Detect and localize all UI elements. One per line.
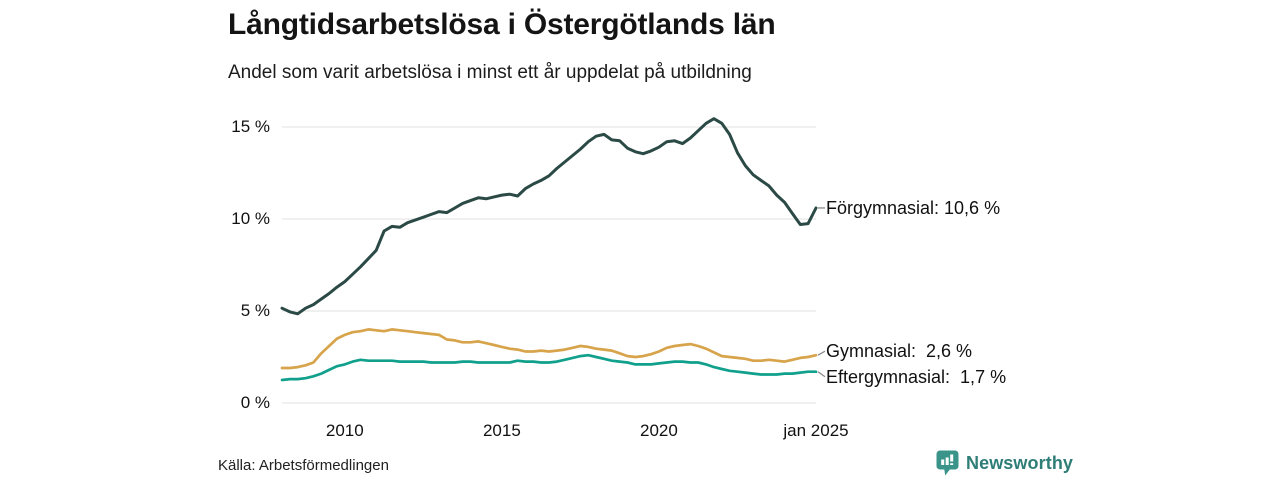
x-axis-tick-2020: 2020 bbox=[640, 421, 678, 440]
y-axis-tick-15: 15 % bbox=[231, 117, 270, 136]
label-leader-gymnasial bbox=[817, 350, 826, 356]
newsworthy-logo-text: Newsworthy bbox=[966, 453, 1074, 473]
newsworthy-logo[interactable]: Newsworthy bbox=[936, 450, 1073, 477]
series-label-eftergymnasial: Eftergymnasial: 1,7 % bbox=[826, 366, 1007, 387]
chart-subtitle: Andel som varit arbetslösa i minst ett å… bbox=[228, 62, 752, 83]
series-line-förgymnasial bbox=[280, 117, 818, 316]
series-line-eftergymnasial bbox=[280, 353, 818, 382]
bar-chart-speech-bubble-icon bbox=[936, 450, 959, 476]
x-axis-tick-2010: 2010 bbox=[325, 421, 364, 440]
x-axis-tick-jan2025: jan 2025 bbox=[783, 421, 849, 440]
y-axis-tick-5: 5 % bbox=[240, 301, 270, 320]
y-axis-tick-10: 10 % bbox=[231, 209, 270, 228]
chart-title: Långtidsarbetslösa i Östergötlands län bbox=[228, 8, 776, 41]
series-line-gymnasial bbox=[280, 328, 818, 370]
source-note: Källa: Arbetsförmedlingen bbox=[218, 457, 389, 474]
x-axis-tick-2015: 2015 bbox=[482, 421, 521, 440]
series-label-forgymnasial: Förgymnasial: 10,6 % bbox=[826, 197, 1001, 218]
label-leader-eftergymnasial bbox=[817, 371, 826, 378]
series-label-gymnasial: Gymnasial: 2,6 % bbox=[826, 341, 973, 362]
y-axis-tick-0: 0 % bbox=[240, 393, 270, 412]
